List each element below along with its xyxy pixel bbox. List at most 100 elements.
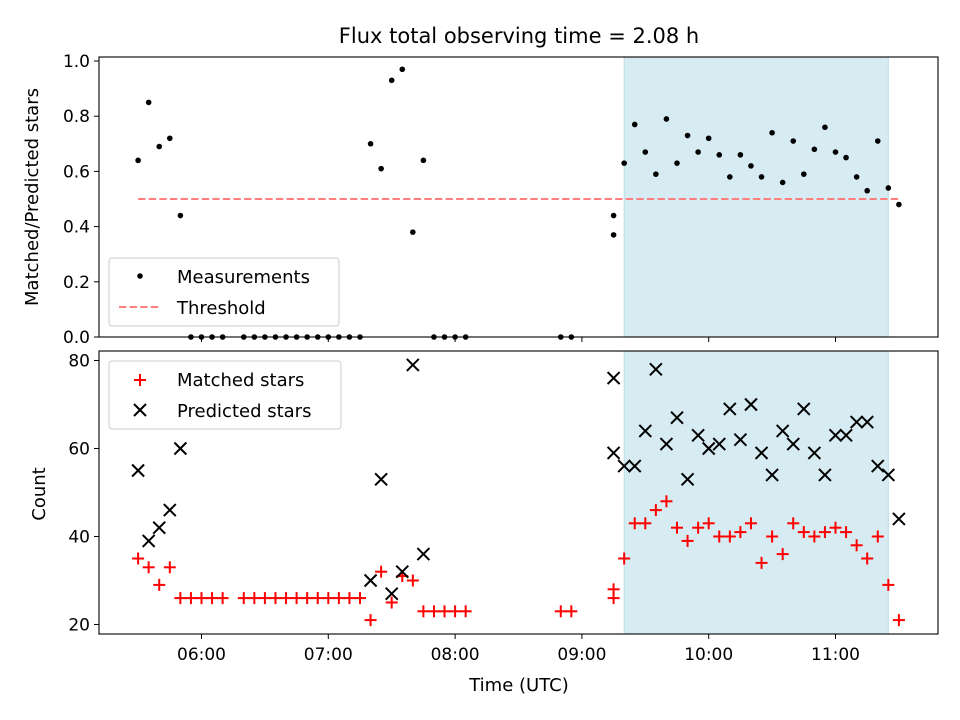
measurement-point xyxy=(716,152,723,158)
matched-star-point xyxy=(364,614,377,627)
predicted-star-point xyxy=(765,468,779,482)
predicted-star-point xyxy=(670,410,684,425)
matched-star-point xyxy=(808,530,821,543)
bottom-shaded-interval xyxy=(623,350,889,635)
bottom-y-tick-label: 40 xyxy=(68,528,90,548)
measurement-point xyxy=(631,121,638,128)
bottom-y-axis-label: Count xyxy=(29,467,50,520)
matched-star-point xyxy=(850,539,863,552)
measurement-point xyxy=(177,212,184,219)
predicted-star-point xyxy=(754,446,769,460)
matched-star-point xyxy=(639,517,652,530)
measurement-point xyxy=(769,129,775,136)
top-y-tick-label: 1.0 xyxy=(63,52,90,72)
matched-star-point xyxy=(258,592,271,605)
predicted-star-point xyxy=(152,520,166,535)
predicted-star-point xyxy=(892,512,906,526)
bottom-legend-box xyxy=(108,360,342,430)
top-x-ticks xyxy=(201,337,836,342)
predicted-star-point xyxy=(374,472,388,487)
measurement-point xyxy=(135,157,141,164)
predicted-star-point xyxy=(723,402,737,416)
measurement-point xyxy=(779,179,786,186)
matched-star-point xyxy=(206,592,219,605)
x-tick-label: 10:00 xyxy=(684,645,733,665)
matched-star-point xyxy=(776,548,789,561)
top-y-axis-label: Matched/Predicted stars xyxy=(22,88,43,306)
predicted-star-point xyxy=(881,468,896,482)
predicted-star-point xyxy=(701,441,716,456)
measurement-point xyxy=(684,132,691,139)
measurement-point xyxy=(874,138,881,144)
x-axis-label: Time (UTC) xyxy=(468,675,569,696)
measurement-point xyxy=(410,229,416,235)
predicted-star-point xyxy=(638,424,653,438)
measurement-point xyxy=(695,149,701,155)
predicted-star-point xyxy=(363,573,378,588)
predicted-star-point xyxy=(733,432,748,447)
x-tick-label: 09:00 xyxy=(557,645,606,665)
matched-star-point xyxy=(311,592,324,605)
predicted-star-point xyxy=(659,437,674,451)
matched-star-point xyxy=(216,592,229,605)
top-axes-frame xyxy=(98,56,939,338)
measurement-point xyxy=(832,149,839,155)
predicted-star-point xyxy=(384,586,399,601)
predicted-star-point xyxy=(807,446,822,460)
matched-star-point xyxy=(892,614,905,627)
measurement-point xyxy=(885,185,892,191)
predicted-star-point xyxy=(786,437,800,451)
predicted-star-point xyxy=(406,358,420,372)
matched-star-point xyxy=(713,530,726,543)
measurement-point xyxy=(145,99,152,106)
matched-star-point xyxy=(142,561,155,574)
x-tick-label: 06:00 xyxy=(177,645,226,665)
predicted-star-point xyxy=(617,459,631,473)
matched-star-point xyxy=(607,592,620,605)
predicted-star-point xyxy=(680,472,695,487)
measurement-point xyxy=(727,174,733,180)
bottom-y-ticks: 20 40 60 80 xyxy=(68,352,99,636)
measurement-point xyxy=(621,160,627,166)
matched-star-point xyxy=(438,605,451,618)
x-tick-label: 11:00 xyxy=(811,645,860,665)
measurement-point xyxy=(737,152,744,158)
x-tick-label: 07:00 xyxy=(304,645,353,665)
predicted-star-point xyxy=(860,415,874,429)
matched-star-point xyxy=(375,565,388,578)
matched-star-point xyxy=(332,592,345,605)
matched-star-point xyxy=(723,530,736,543)
measurement-point xyxy=(663,116,670,122)
predicted-star-points xyxy=(131,358,906,601)
top-legend-box xyxy=(108,257,340,327)
predicted-star-point xyxy=(141,534,156,548)
matched-star-point xyxy=(354,592,366,605)
matched-star-point xyxy=(280,592,293,605)
matched-star-point xyxy=(459,605,472,618)
matched-star-point xyxy=(427,605,440,618)
matched-star-point xyxy=(702,517,715,530)
matched-star-point xyxy=(290,592,303,605)
measurement-point xyxy=(896,201,902,208)
legend-measurements-label: Measurements xyxy=(177,267,310,288)
matched-star-point xyxy=(861,552,874,565)
matched-star-point xyxy=(385,596,398,609)
matched-star-point xyxy=(649,504,662,517)
measurement-point xyxy=(399,66,406,73)
predicted-star-point xyxy=(163,503,177,517)
matched-star-point xyxy=(322,592,335,605)
matched-star-point xyxy=(797,526,810,539)
predicted-star-point xyxy=(797,402,811,416)
predicted-star-point xyxy=(416,547,431,561)
matched-star-point xyxy=(153,578,166,591)
bottom-y-tick-label: 60 xyxy=(68,440,90,460)
predicted-star-point xyxy=(871,459,885,473)
top-y-tick-label: 0.2 xyxy=(63,273,90,293)
measurement-point xyxy=(674,160,680,166)
measurement-point xyxy=(653,171,659,177)
matched-star-point xyxy=(744,517,757,530)
matched-star-point xyxy=(628,517,641,530)
matched-star-point xyxy=(734,526,747,539)
top-legend: Measurements Threshold xyxy=(108,257,340,327)
